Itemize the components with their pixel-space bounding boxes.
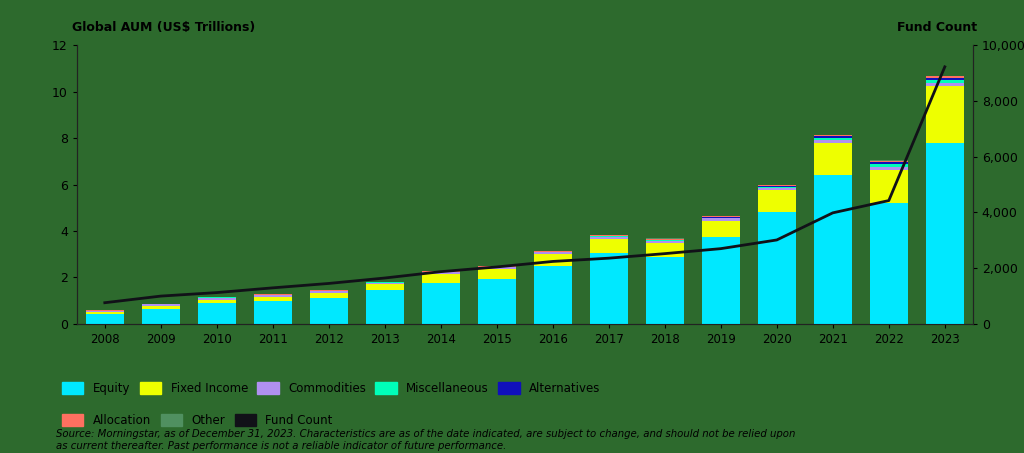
- Bar: [814, 138, 852, 140]
- Bar: [141, 304, 180, 306]
- Bar: [198, 299, 236, 304]
- Bar: [198, 297, 236, 298]
- Bar: [646, 241, 684, 243]
- Bar: [869, 164, 908, 167]
- Bar: [701, 237, 739, 324]
- Bar: [758, 186, 796, 188]
- Text: Fund Count: Fund Count: [897, 21, 977, 34]
- Bar: [86, 311, 124, 312]
- Fund Count: [547, 259, 559, 264]
- Fund Count: [323, 281, 335, 286]
- Bar: [534, 266, 571, 324]
- Bar: [534, 252, 571, 254]
- Fund Count: [155, 294, 167, 299]
- Line: Fund Count: Fund Count: [104, 67, 945, 303]
- Fund Count: [490, 264, 503, 270]
- Bar: [926, 86, 964, 143]
- Bar: [141, 306, 180, 309]
- Bar: [366, 290, 403, 324]
- Fund Count: [715, 246, 727, 251]
- Bar: [254, 297, 292, 301]
- Fund Count: [939, 64, 951, 70]
- Bar: [534, 254, 571, 266]
- Fund Count: [771, 237, 783, 243]
- Legend: Allocation, Other, Fund Count: Allocation, Other, Fund Count: [62, 414, 333, 427]
- Bar: [366, 283, 403, 284]
- Bar: [758, 190, 796, 212]
- Fund Count: [434, 269, 446, 275]
- Bar: [254, 301, 292, 324]
- Bar: [701, 216, 739, 217]
- Bar: [309, 290, 348, 291]
- Bar: [590, 239, 628, 253]
- Bar: [701, 221, 739, 237]
- Bar: [309, 291, 348, 293]
- Bar: [869, 203, 908, 324]
- Bar: [926, 76, 964, 77]
- Bar: [869, 169, 908, 203]
- Bar: [422, 274, 460, 283]
- Bar: [478, 267, 516, 269]
- Fund Count: [883, 198, 895, 203]
- Fund Count: [603, 255, 615, 261]
- Bar: [141, 309, 180, 324]
- Bar: [926, 77, 964, 80]
- Bar: [869, 160, 908, 162]
- Bar: [869, 167, 908, 169]
- Bar: [926, 80, 964, 83]
- Bar: [701, 217, 739, 218]
- Bar: [590, 235, 628, 236]
- Bar: [309, 298, 348, 324]
- Bar: [758, 212, 796, 324]
- Bar: [254, 295, 292, 297]
- Fund Count: [379, 275, 391, 281]
- Bar: [198, 298, 236, 299]
- Bar: [422, 283, 460, 324]
- Bar: [309, 293, 348, 298]
- Bar: [814, 135, 852, 136]
- Bar: [478, 266, 516, 267]
- Bar: [926, 143, 964, 324]
- Fund Count: [658, 251, 671, 256]
- Bar: [478, 279, 516, 324]
- Bar: [646, 240, 684, 241]
- Legend: Equity, Fixed Income, Commodities, Miscellaneous, Alternatives: Equity, Fixed Income, Commodities, Misce…: [62, 382, 600, 395]
- Fund Count: [826, 210, 839, 216]
- Bar: [701, 218, 739, 221]
- Bar: [366, 284, 403, 290]
- Bar: [422, 272, 460, 274]
- Fund Count: [266, 285, 279, 290]
- Bar: [478, 269, 516, 279]
- Bar: [814, 140, 852, 143]
- Bar: [198, 304, 236, 324]
- Bar: [422, 271, 460, 272]
- Bar: [758, 188, 796, 190]
- Bar: [590, 236, 628, 237]
- Text: Source: Morningstar, as of December 31, 2023. Characteristics are as of the date: Source: Morningstar, as of December 31, …: [56, 429, 796, 451]
- Bar: [86, 313, 124, 324]
- Bar: [758, 185, 796, 186]
- Bar: [590, 237, 628, 239]
- Bar: [926, 83, 964, 86]
- Bar: [814, 175, 852, 324]
- Bar: [646, 243, 684, 256]
- Fund Count: [211, 290, 223, 295]
- Bar: [86, 312, 124, 313]
- Fund Count: [98, 300, 111, 305]
- Text: Global AUM (US$ Trillions): Global AUM (US$ Trillions): [73, 21, 256, 34]
- Bar: [814, 136, 852, 138]
- Bar: [646, 239, 684, 240]
- Bar: [590, 253, 628, 324]
- Bar: [869, 162, 908, 164]
- Bar: [646, 256, 684, 324]
- Bar: [814, 143, 852, 175]
